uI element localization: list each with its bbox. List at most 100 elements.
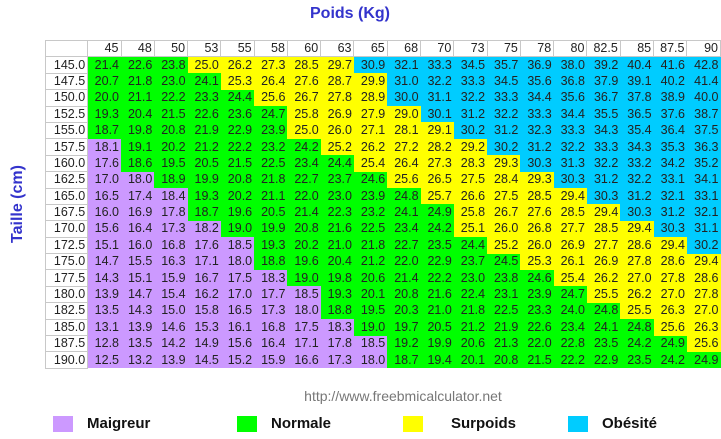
bmi-cell: 20.8 [287,220,321,238]
bmi-cell: 31.2 [487,122,521,139]
bmi-cell: 24.9 [420,204,454,221]
bmi-cell: 21.9 [187,122,221,139]
bmi-cell: 30.2 [487,138,521,156]
bmi-cell: 13.9 [87,286,122,303]
table-row: 187.5 12.8 13.5 14.2 14.9 15.6 16.4 17.1 17.8 18.… [44,335,721,353]
bmi-cell: 37.6 [653,106,687,123]
bmi-cell: 31.2 [620,188,654,205]
column-header-weight: 50 [153,39,189,58]
bmi-cell: 27.8 [320,89,354,107]
bmi-cell: 24.2 [620,335,654,352]
table-row: 162.5 17.0 18.0 18.9 19.9 20.8 21.8 22.7 23.7 24.… [44,171,721,189]
y-axis-label: Taille (cm) [9,165,26,243]
bmi-cell: 33.3 [520,106,554,123]
bmi-cell: 29.1 [420,122,454,139]
bmi-cell: 19.3 [87,106,122,123]
bmi-cell: 30.3 [553,171,587,189]
row-header-height: 150.0 [44,89,89,107]
bmi-cell: 34.4 [520,89,554,107]
legend-item-surpoids: Surpoids [403,415,516,432]
bmi-cell: 20.1 [453,351,488,369]
bmi-cell: 24.6 [520,269,554,287]
bmi-cell: 33.3 [453,73,488,90]
bmi-cell: 20.8 [487,351,521,369]
bmi-cell: 25.5 [586,286,621,303]
bmi-cell: 26.9 [586,253,621,270]
bmi-cell: 27.3 [254,56,288,74]
bmi-cell: 24.4 [220,89,255,107]
source-url[interactable]: http://www.freebmicalculator.net [304,388,502,404]
bmi-cell: 30.3 [586,188,621,205]
bmi-cell: 18.2 [187,220,221,238]
bmi-cell: 22.2 [220,138,255,156]
bmi-cell: 23.6 [220,106,255,123]
bmi-cell: 32.2 [420,73,454,90]
bmi-cell: 29.4 [686,253,721,270]
bmi-cell: 28.5 [287,56,321,74]
bmi-cell: 23.9 [353,188,388,205]
legend-item-normale: Normale [237,415,331,432]
bmi-cell: 26.4 [254,73,288,90]
bmi-cell: 22.9 [220,122,255,139]
bmi-cell: 19.0 [353,319,388,336]
bmi-cell: 19.9 [420,335,454,352]
bmi-cell: 13.5 [121,335,155,352]
bmi-cell: 34.4 [553,106,587,123]
bmi-cell: 22.9 [586,351,621,369]
bmi-cell: 39.2 [586,56,621,74]
bmi-cell: 19.3 [254,237,288,254]
bmi-cell: 19.5 [353,302,388,320]
bmi-cell: 25.5 [620,302,654,320]
bmi-cell: 32.2 [586,155,621,172]
bmi-cell: 23.7 [320,171,354,189]
bmi-cell: 27.8 [653,269,687,287]
bmi-cell: 26.2 [586,269,621,287]
row-header-height: 157.5 [44,138,89,156]
bmi-cell: 30.3 [653,220,687,238]
bmi-cell: 33.3 [553,122,587,139]
bmi-cell: 22.5 [353,220,388,238]
bmi-cell: 36.3 [686,138,721,156]
bmi-cell: 28.5 [586,220,621,238]
row-header-height: 160.0 [44,154,89,173]
bmi-cell: 32.2 [453,89,488,107]
bmi-cell: 34.3 [586,122,621,139]
bmi-cell: 22.6 [520,319,554,336]
bmi-cell: 23.9 [520,286,554,303]
table-row: 182.5 13.5 14.3 15.0 15.8 16.5 17.3 18.0 18.8 19.… [44,302,721,320]
bmi-cell: 17.1 [287,335,321,352]
bmi-cell: 24.6 [353,171,388,189]
bmi-cell: 31.1 [420,89,454,107]
bmi-cell: 31.0 [387,73,421,90]
bmi-cell: 23.4 [287,155,321,172]
bmi-cell: 28.4 [487,171,521,189]
bmi-cell: 22.7 [287,171,321,189]
bmi-cell: 18.8 [320,302,354,320]
column-header-weight: 55 [220,39,255,58]
bmi-cell: 26.8 [520,220,554,238]
bmi-cell: 19.0 [220,220,255,238]
table-row: 152.5 19.3 20.4 21.5 22.6 23.6 24.7 25.8 26.9 27.… [44,105,721,123]
bmi-cell: 14.7 [87,253,122,270]
legend-label: Maigreur [87,415,151,432]
column-header-weight: 65 [353,39,388,58]
bmi-cell: 31.2 [520,138,554,156]
bmi-cell: 31.2 [653,204,687,221]
bmi-cell: 21.5 [220,155,255,172]
row-header-height: 152.5 [44,105,89,123]
bmi-cell: 25.0 [287,122,321,139]
bmi-cell: 26.9 [553,237,587,254]
table-row: 155.0 18.7 19.8 20.8 21.9 22.9 23.9 25.0 26.0 27.… [44,121,721,140]
bmi-cell: 18.0 [121,171,155,189]
chart-title: Poids (Kg) [310,5,390,22]
bmi-cell: 24.7 [553,286,587,303]
bmi-cell: 30.2 [686,237,721,254]
bmi-cell: 30.9 [353,56,388,74]
bmi-cell: 15.3 [187,319,221,336]
bmi-cell: 29.4 [653,237,687,254]
bmi-cell: 23.8 [154,56,188,74]
bmi-cell: 15.2 [220,351,255,369]
bmi-cell: 22.2 [420,269,454,287]
bmi-cell: 22.6 [187,106,221,123]
bmi-cell: 23.0 [320,188,354,205]
